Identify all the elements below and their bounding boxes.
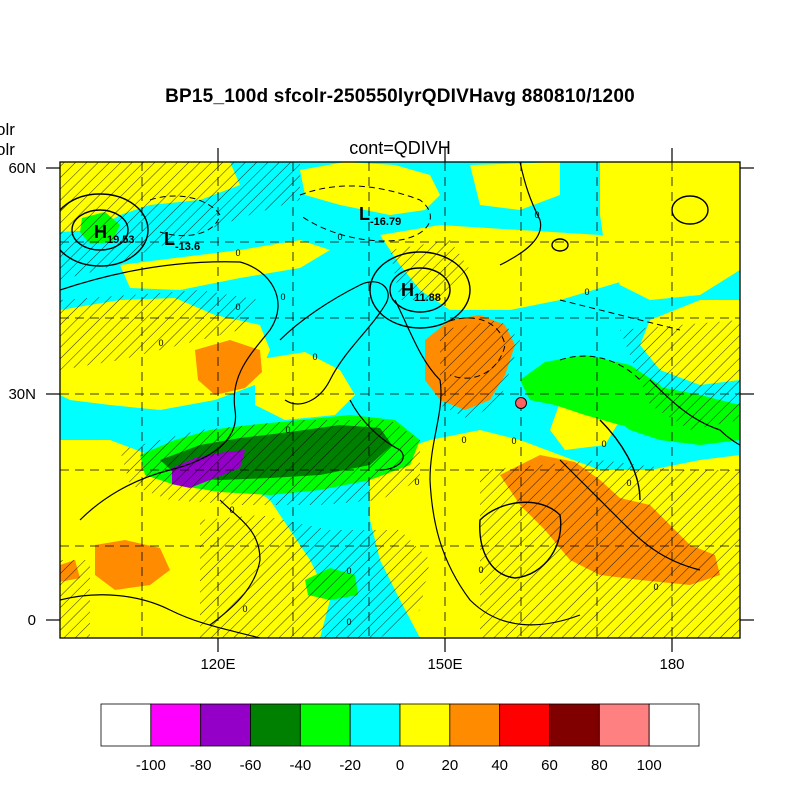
contour-label: 0: [346, 566, 351, 576]
lat-tick-0: 0: [28, 612, 36, 629]
colorbar-label: 0: [396, 757, 404, 774]
contour-label: 0: [158, 338, 163, 348]
colorbar-swatch: [399, 703, 451, 747]
grid-lines: [60, 162, 740, 638]
colorbar-swatch: [598, 703, 650, 747]
left-cut-label-2: olr: [0, 140, 15, 159]
colorbar-label: -80: [190, 757, 212, 774]
contour-label: 0: [346, 617, 351, 627]
contour-label: 0: [312, 352, 317, 362]
colorbar-swatch: [549, 703, 600, 747]
contour-label: 0: [285, 425, 290, 435]
colorbar-label: -60: [240, 757, 262, 774]
lat-tick-30n: 30N: [8, 386, 36, 403]
contour-label: 0: [280, 292, 285, 302]
contour-label: 0: [235, 302, 240, 312]
colorbar-label: 40: [491, 757, 508, 774]
left-cut-label-1: olr: [0, 120, 15, 139]
contour-zero-labels: 0 0 0 0 0 0 0 0 0 0 0 0 0 0 0 0 0 0 0 0: [158, 210, 658, 627]
hatched-regions: [60, 162, 740, 638]
contour-label: 0: [461, 435, 466, 445]
map-subtitle: cont=QDIVH: [349, 138, 451, 158]
contour-label: 0: [235, 248, 240, 258]
location-marker-icon: [515, 397, 527, 409]
colorbar-label: -40: [289, 757, 311, 774]
colorbar-swatch: [299, 703, 351, 747]
contour-label: 0: [337, 232, 342, 242]
solid-contours: [60, 193, 709, 579]
colorbar-swatch: [100, 703, 152, 747]
colorbar-swatch: [349, 703, 401, 747]
map-title: BP15_100d sfcolr-250550lyrQDIVHavg 88081…: [165, 86, 635, 107]
plot-frame: [59, 161, 741, 639]
lon-tick-150e: 150E: [427, 656, 462, 673]
colorbar-swatch: [200, 703, 251, 747]
colorbar-label: -100: [136, 757, 166, 774]
coastlines: [60, 162, 740, 638]
colorbar-label: 100: [637, 757, 662, 774]
contour-label: 0: [534, 210, 539, 220]
colorbar-label: 60: [541, 757, 558, 774]
dashed-contours: [149, 185, 681, 381]
colorbar-swatch: [150, 703, 202, 747]
axis-ticks: [46, 148, 754, 652]
contour-label: 0: [242, 604, 247, 614]
map-field: [60, 162, 740, 638]
colorbar-swatch: [250, 703, 301, 747]
colorbar-swatch: [449, 703, 501, 747]
contour-label: 0: [653, 582, 658, 592]
lon-tick-180: 180: [659, 656, 684, 673]
contour-label: 0: [511, 436, 516, 446]
contour-label: 0: [626, 478, 631, 488]
colorbar-label: -20: [339, 757, 361, 774]
contour-label: 0: [601, 439, 606, 449]
contour-label: 0: [414, 477, 419, 487]
colorbar-swatch: [648, 703, 700, 747]
colorbar-label: 20: [441, 757, 458, 774]
colorbar-label: 80: [591, 757, 608, 774]
colorbar-swatch: [499, 703, 550, 747]
contour-label: 0: [478, 565, 483, 575]
lon-tick-120e: 120E: [200, 656, 235, 673]
contour-label: 0: [229, 505, 234, 515]
colorbar: -100 -80 -60 -40 -20 0 20 40 60 80 100: [100, 703, 700, 774]
lat-tick-60n: 60N: [8, 160, 36, 177]
contour-label: 0: [584, 287, 589, 297]
